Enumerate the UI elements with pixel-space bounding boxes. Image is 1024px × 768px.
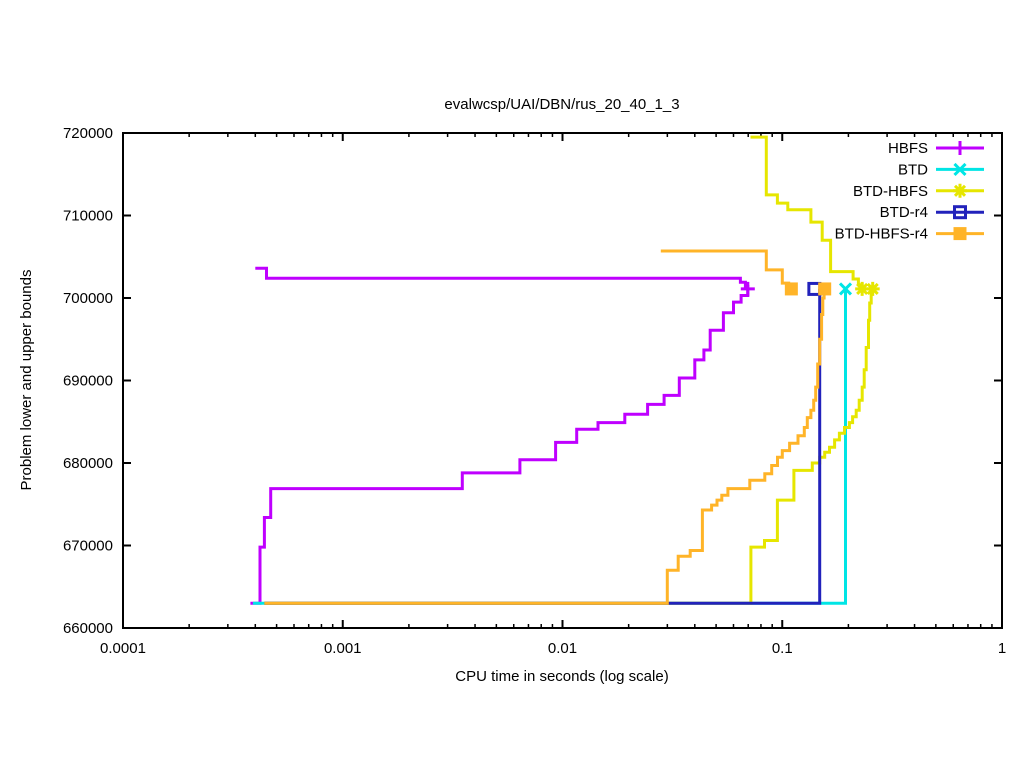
series-HBFS-upper-bound-line: [255, 266, 750, 289]
series-BTD-r4-lower-bound-line: [264, 288, 822, 605]
legend-marker-BTD: [953, 162, 967, 176]
series-HBFS-lower-bound-line: [250, 288, 750, 605]
x-tick-label: 1: [998, 640, 1006, 657]
series-BTD-HBFS-r4-upper-bound-line: [660, 249, 792, 291]
legend-label-BTD: BTD: [898, 161, 928, 178]
series-BTD-HBFS-lower-bound-line: [264, 287, 873, 605]
legend-marker-BTD-HBFS-r4: [953, 227, 967, 241]
legend-label-HBFS: HBFS: [888, 140, 928, 157]
series-BTD-HBFS-upper-bound-line: [750, 135, 864, 289]
legend-marker-BTD-r4: [953, 205, 967, 220]
legend-label-BTD-r4: BTD-r4: [880, 204, 928, 221]
y-tick-label: 700000: [63, 290, 113, 307]
marker-BTD-HBFS-r4: [784, 282, 798, 296]
marker-HBFS: [740, 281, 755, 296]
x-tick-label: 0.1: [772, 640, 793, 657]
legend-marker-HBFS: [953, 141, 967, 155]
legend-marker-BTD-HBFS: [953, 183, 967, 198]
marker-BTD-HBFS: [855, 281, 870, 296]
series-BTD-HBFS-r4-lower-bound-line: [264, 288, 826, 605]
chart-title: evalwcsp/UAI/DBN/rus_20_40_1_3: [444, 96, 679, 113]
marker-BTD: [838, 282, 853, 296]
y-tick-label: 670000: [63, 538, 113, 555]
y-axis-label: Problem lower and upper bounds: [18, 270, 35, 491]
y-tick-label: 660000: [63, 620, 113, 637]
marker-BTD-HBFS: [865, 281, 880, 296]
marker-BTD-HBFS-r4: [818, 282, 832, 296]
y-tick-label: 710000: [63, 208, 113, 225]
series-BTD-lower-bound-line: [252, 288, 847, 605]
x-tick-label: 0.0001: [100, 640, 146, 657]
y-tick-label: 680000: [63, 455, 113, 472]
plot-frame: [122, 132, 1003, 629]
y-tick-label: 720000: [63, 125, 113, 142]
y-tick-label: 690000: [63, 373, 113, 390]
x-tick-label: 0.01: [548, 640, 577, 657]
x-axis-label: CPU time in seconds (log scale): [455, 668, 668, 685]
legend-label-BTD-HBFS-r4: BTD-HBFS-r4: [835, 226, 928, 243]
x-tick-label: 0.001: [324, 640, 362, 657]
legend-label-BTD-HBFS: BTD-HBFS: [853, 183, 928, 200]
